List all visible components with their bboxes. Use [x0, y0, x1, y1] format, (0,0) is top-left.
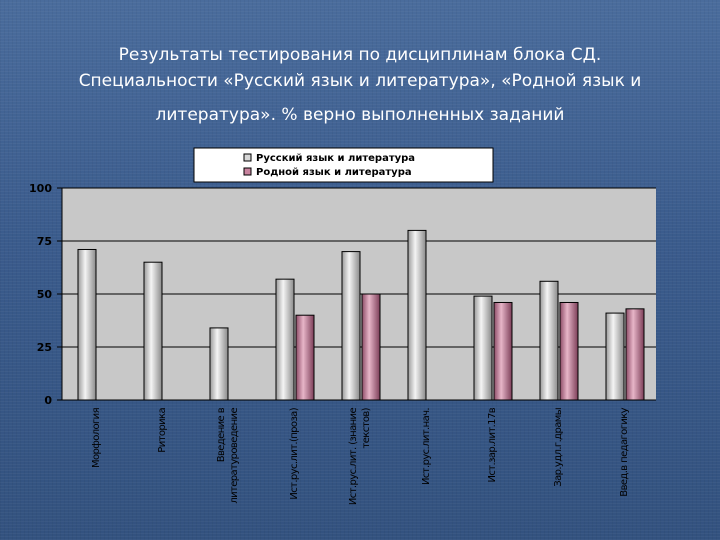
bar-series-1: [77, 248, 97, 401]
x-category-label: Ист.зар.лит.17в: [487, 407, 498, 482]
y-tick-label: 50: [37, 288, 53, 301]
bar-series-1: [473, 295, 493, 401]
legend-label: Русский язык и литература: [256, 153, 415, 164]
bar-series-2: [493, 301, 513, 401]
x-category-label: Введение в литературоведение: [216, 407, 240, 503]
title-line-2: Специальности «Русский язык и литература…: [78, 71, 642, 91]
legend-swatch: [243, 167, 252, 176]
legend-swatch: [243, 153, 252, 162]
y-tick-label: 100: [29, 182, 52, 195]
bar-series-1: [209, 327, 229, 401]
bar-series-1: [407, 229, 427, 401]
y-tick-label: 75: [37, 235, 52, 248]
x-category-label: Зар.удл.г.драмы: [553, 408, 564, 487]
y-tick-label: 25: [37, 341, 52, 354]
title-line-3: литература». % верно выполненных заданий: [155, 105, 565, 125]
slide-title: Результаты тестирования по дисциплинам б…: [40, 42, 680, 128]
bar-series-2: [559, 301, 579, 401]
bar-series-2: [625, 308, 645, 401]
legend: [193, 147, 494, 183]
bar-series-1: [341, 251, 361, 401]
x-category-label: Ист.рус.лит.нач.: [421, 408, 432, 485]
title-line-1: Результаты тестирования по дисциплинам б…: [118, 45, 602, 65]
y-tick-label: 0: [44, 394, 52, 407]
bar-series-2: [295, 314, 315, 401]
x-category-label: Риторика: [157, 408, 168, 453]
bar-series-1: [605, 312, 625, 401]
bar-series-1: [539, 280, 559, 401]
bar-series-2: [361, 293, 381, 401]
x-category-label: Ист.рус.лит. (знание текстов): [348, 407, 372, 505]
x-category-label: Морфология: [91, 407, 102, 468]
x-category-label: Введ.в педагогику: [619, 407, 630, 496]
bar-series-1: [275, 278, 295, 401]
bar-series-1: [143, 261, 163, 401]
legend-label: Родной язык и литература: [256, 167, 412, 178]
x-category-label: Ист.рус.лит.(проза): [289, 407, 300, 499]
